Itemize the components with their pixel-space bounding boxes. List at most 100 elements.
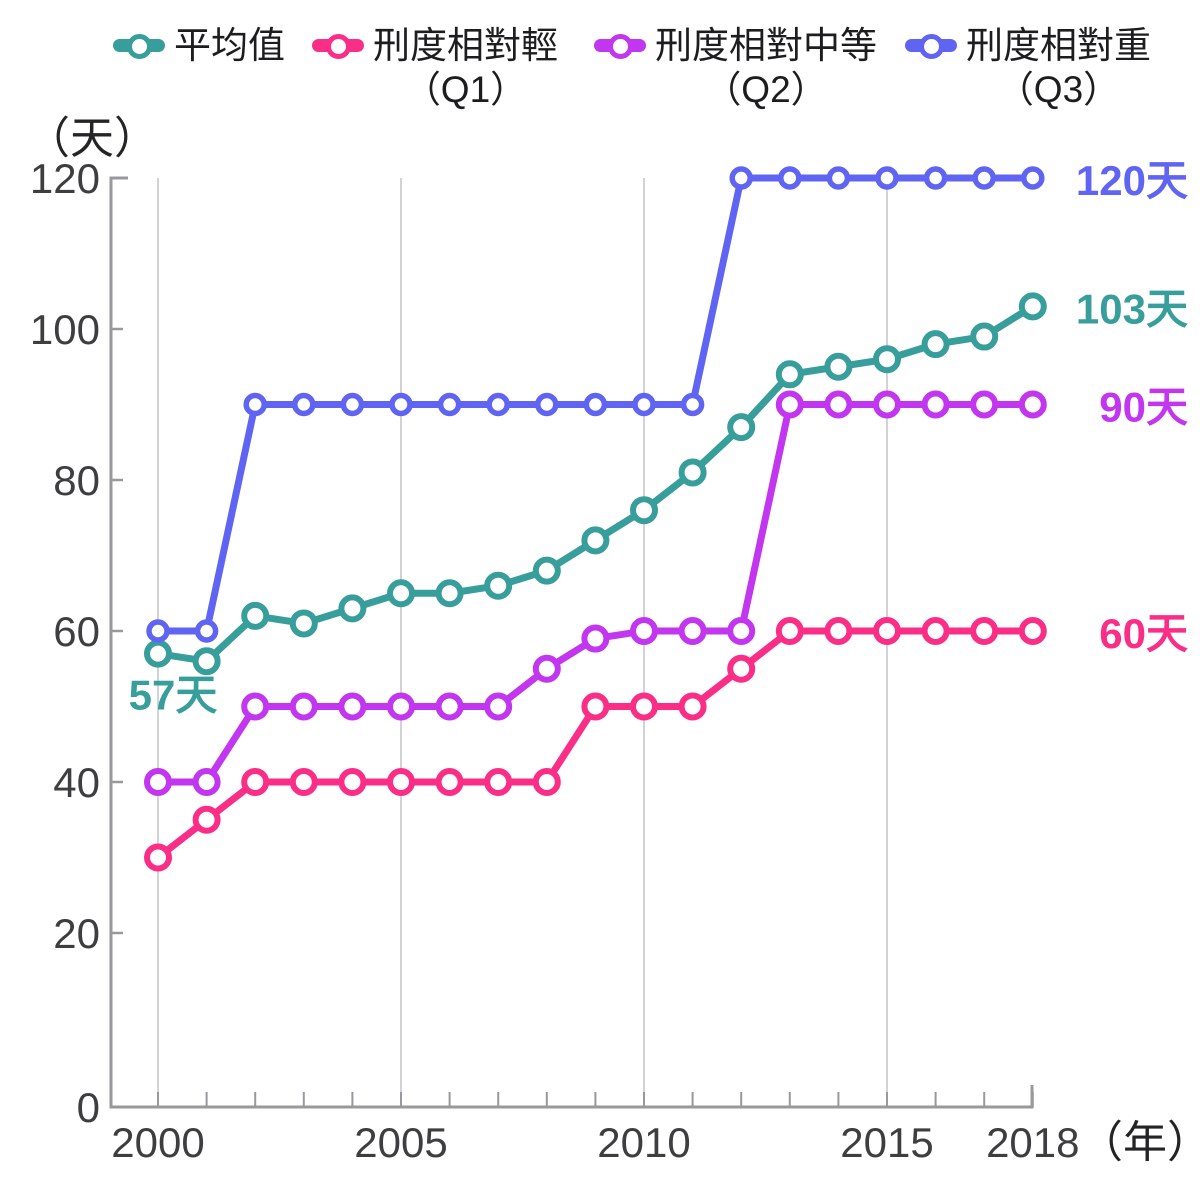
data-point-q3 [194,619,219,643]
data-point-q2 [824,390,853,419]
series-line-mean [157,303,1035,665]
y-tick-label: 80 [53,457,100,504]
data-point-q2 [241,692,270,721]
data-point-q3 [632,392,656,417]
legend-marker-q1-icon [312,32,364,60]
data-point-q1 [387,768,415,796]
data-point-q1 [775,617,804,645]
data-point-q3 [292,392,316,417]
data-point-q3 [486,392,510,417]
legend-marker-q2-icon [594,32,646,60]
data-point-q2 [338,692,367,721]
data-point-mean [970,322,999,351]
data-point-mean [1018,292,1047,321]
legend-label-q1: 刑度相對輕 [373,25,558,66]
data-point-q2 [387,692,415,721]
data-point-q2 [532,654,561,683]
legend-marker-mean-icon [113,32,165,60]
data-point-q1 [484,768,513,796]
data-point-mean [775,360,804,389]
data-point-q2 [1018,390,1047,419]
data-point-q3 [875,166,899,190]
legend-item-mean: 平均值 [113,24,285,68]
annotation-label: 103天 [1076,285,1188,332]
data-series [144,166,1047,872]
data-point-q2 [289,692,318,721]
data-point-q3 [680,392,705,417]
y-tick-label: 100 [30,306,100,353]
y-tick-label: 0 [77,1084,100,1131]
data-point-q2 [484,692,513,721]
legend-qualifier-q3: （Q3） [996,69,1121,110]
data-point-q2 [192,768,221,796]
data-point-q2 [873,390,901,419]
data-point-q3 [826,166,851,190]
data-point-q2 [678,617,707,645]
data-point-q1 [824,617,853,645]
data-point-q2 [144,768,172,796]
data-point-mean [824,352,853,381]
data-point-q2 [775,390,804,419]
legend-label-mean: 平均值 [174,25,285,66]
data-point-mean [192,647,221,676]
data-point-q3 [340,392,365,417]
data-point-q2 [727,617,756,645]
data-point-mean [678,458,707,487]
legend-qualifier-q2: （Q2） [704,69,828,110]
data-point-mean [435,579,464,608]
data-point-q2 [970,390,999,419]
data-point-q3 [923,166,948,190]
data-point-q1 [873,617,901,645]
legend-item-q3: 刑度相對重 （Q3） [905,24,1151,112]
x-tick-label: 2010 [597,1119,690,1166]
legend-qualifier-q1: （Q1） [403,69,528,110]
data-point-q3 [146,619,170,643]
data-point-q1 [921,617,950,645]
data-point-q1 [1018,617,1047,645]
data-point-q1 [678,692,707,721]
data-point-q1 [630,692,658,721]
data-point-q3 [583,392,608,417]
annotation-label: 90天 [1099,384,1188,431]
data-point-mean [873,345,901,374]
data-point-mean [387,579,415,608]
legend-label-q3: 刑度相對重 [966,25,1151,66]
data-point-q2 [630,617,658,645]
series-line-q1 [155,627,1033,861]
legend: 平均值 刑度相對輕 （Q1） 刑度相對中等 （Q2） [0,0,1200,130]
y-tick-label: 40 [53,759,100,806]
data-point-q1 [727,654,756,683]
data-point-q1 [338,768,367,796]
data-point-q3 [437,392,462,417]
y-tick-label: 120 [30,155,100,202]
x-tick-label: 2005 [354,1119,447,1166]
data-point-mean [338,594,367,623]
data-point-mean [241,601,270,630]
data-point-q3 [729,166,753,190]
data-point-mean [727,413,756,442]
data-point-q2 [581,624,610,653]
data-point-q1 [532,768,561,796]
data-point-mean [630,496,658,525]
data-point-mean [921,330,950,359]
data-point-mean [581,526,610,555]
data-point-q1 [144,843,172,872]
x-axis-unit-label: （年） [1079,1118,1200,1167]
y-tick-label: 60 [53,608,100,655]
x-tick-label: 2015 [840,1119,933,1166]
data-point-q1 [581,692,610,721]
x-tick-label: 2000 [111,1119,204,1166]
annotations: 57天 120天 103天 90天 60天 [129,157,1188,719]
data-point-q2 [435,692,464,721]
x-tick-label: 2018 [986,1119,1079,1166]
data-point-mean [532,556,561,585]
legend-marker-q3-icon [905,32,957,60]
data-point-q1 [192,805,221,834]
data-point-q3 [778,166,802,190]
y-axis-unit-label: （天） [26,114,158,163]
annotation-label: 57天 [129,672,218,719]
legend-item-q2: 刑度相對中等 （Q2） [594,24,877,112]
